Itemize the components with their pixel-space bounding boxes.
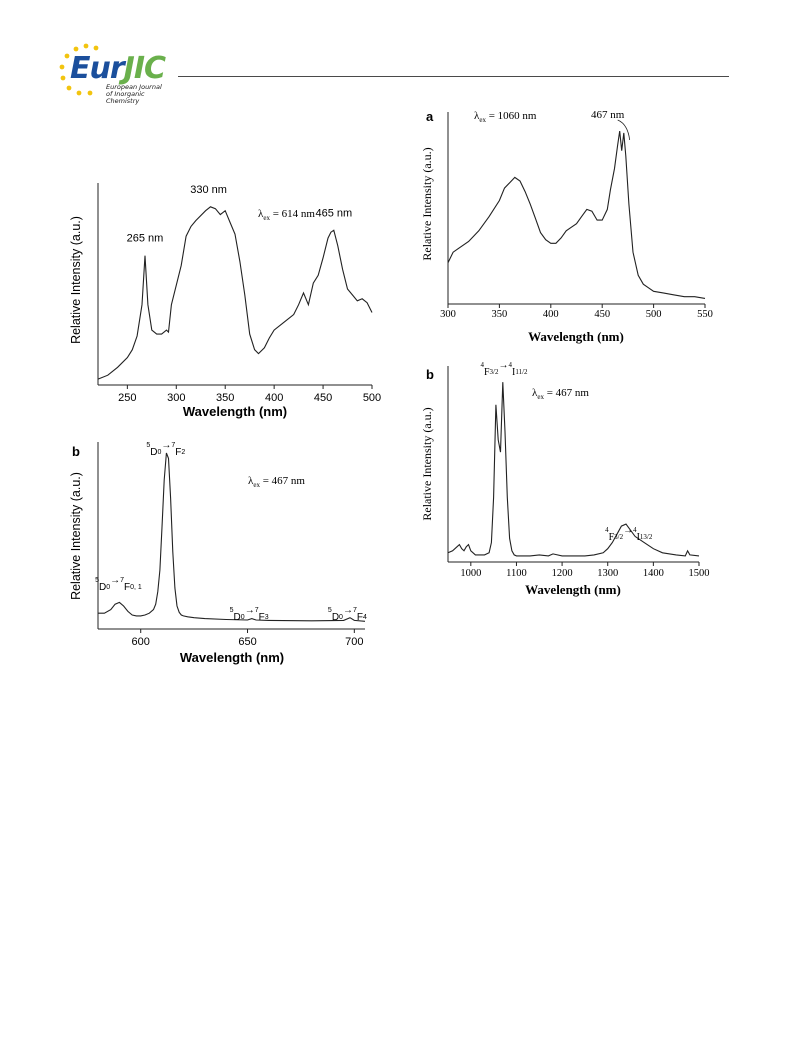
transition-label: 5D0→7F2 [146, 440, 185, 458]
x-axis-label: Wavelength (nm) [528, 329, 624, 344]
transition-label: 5D0→7F4 [328, 605, 367, 623]
transition-label: 4F3/2→4I11/2 [480, 360, 528, 378]
emission-spectrum-chart: b 600 650 700 Wavelength (nm) Relative Int… [69, 440, 367, 665]
peak-arrow [617, 119, 631, 141]
header-rule [178, 76, 729, 77]
excitation-annotation: λex = 1060 nm [474, 110, 537, 124]
x-axis-label: Wavelength (nm) [180, 650, 284, 665]
x-tick-label: 1100 [506, 568, 527, 579]
logo-prefix: Eur [70, 51, 125, 86]
peak-labels: 5D0→7F0, 1 5D0→7F2 5D0→7F3 5D0→7F4 [95, 440, 367, 623]
plot-frame [447, 366, 699, 563]
x-tick-label: 1300 [597, 568, 618, 579]
spectrum-line [98, 452, 366, 622]
x-tick-label: 400 [543, 309, 559, 320]
x-tick-label: 1500 [689, 568, 710, 579]
x-tick-label: 1000 [460, 568, 481, 579]
x-tick-label: 1200 [552, 568, 573, 579]
peak-labels: 4F3/2→4I11/2 4F3/2→4I13/2 [480, 360, 652, 543]
peak-label: 330 nm [190, 184, 227, 196]
y-axis-label: Relative Intensity (a.u.) [420, 407, 434, 520]
peak-label: 265 nm [127, 233, 164, 245]
x-tick-label: 250 [118, 392, 136, 404]
logo-subtitle-2: of Inorganic Chemistry [106, 90, 145, 105]
journal-logo: EurJIC European Journal of Inorganic Che… [54, 42, 174, 105]
x-ticks: 1000 1100 1200 1300 1400 1500 [460, 562, 710, 579]
spectrum-line [447, 382, 700, 557]
x-tick-label: 550 [697, 309, 713, 320]
x-tick-label: 450 [594, 309, 610, 320]
panel-label: a [426, 109, 434, 124]
x-tick-label: 300 [167, 392, 185, 404]
logo-stars-icon [59, 43, 99, 96]
logo-suffix: JIC [123, 51, 166, 86]
x-ticks: 250 300 350 400 450 500 [118, 385, 381, 404]
plot-frame [447, 112, 705, 305]
spectrum-line [447, 131, 706, 299]
transition-label: 5D0→7F0, 1 [95, 575, 142, 593]
x-ticks: 600 650 700 [132, 629, 363, 648]
x-tick-label: 450 [314, 392, 332, 404]
x-tick-label: 500 [646, 309, 662, 320]
x-tick-label: 700 [345, 636, 363, 648]
x-ticks: 300 350 400 450 500 550 [440, 304, 713, 320]
transition-label: 5D0→7F3 [230, 605, 269, 623]
excitation-annotation: λex = 467 nm [532, 387, 589, 401]
upconversion-spectrum-chart: a 300 350 400 450 500 550 Wavelength (nm) Rel… [420, 109, 713, 344]
x-tick-label: 400 [265, 392, 283, 404]
excitation-spectrum-chart: 250 300 350 400 450 500 Wavelength (nm) Relat… [69, 183, 381, 419]
x-tick-label: 300 [440, 309, 456, 320]
panel-label: b [426, 367, 434, 382]
peak-labels: 265 nm 330 nm 465 nm [127, 184, 353, 245]
excitation-annotation: λex = 467 nm [248, 475, 305, 489]
logo-subtitle-1: European Journal [106, 83, 162, 91]
plot-frame [97, 183, 372, 386]
y-axis-label: Relative Intensity (a.u.) [420, 147, 434, 260]
x-tick-label: 600 [132, 636, 150, 648]
x-tick-label: 1400 [643, 568, 664, 579]
x-axis-label: Wavelength (nm) [183, 404, 287, 419]
excitation-annotation: λex = 614 nm [258, 208, 315, 222]
x-tick-label: 650 [238, 636, 256, 648]
panel-label: b [72, 444, 80, 459]
x-tick-label: 350 [492, 309, 508, 320]
x-tick-label: 500 [363, 392, 381, 404]
peak-label: 467 nm [591, 109, 625, 121]
y-axis-label: Relative Intensity (a.u.) [69, 472, 83, 600]
x-axis-label: Wavelength (nm) [525, 582, 621, 597]
peak-label: 465 nm [315, 207, 352, 219]
spectrum-line [97, 206, 373, 380]
y-axis-label: Relative Intensity (a.u.) [69, 216, 83, 344]
x-tick-label: 350 [216, 392, 234, 404]
nir-emission-spectrum-chart: b 1000 1100 1200 1300 1400 1500 Wavelength (n… [420, 360, 710, 597]
plot-frame [97, 442, 365, 630]
peak-labels: 467 nm [591, 109, 631, 141]
transition-label: 4F3/2→4I13/2 [605, 525, 653, 543]
